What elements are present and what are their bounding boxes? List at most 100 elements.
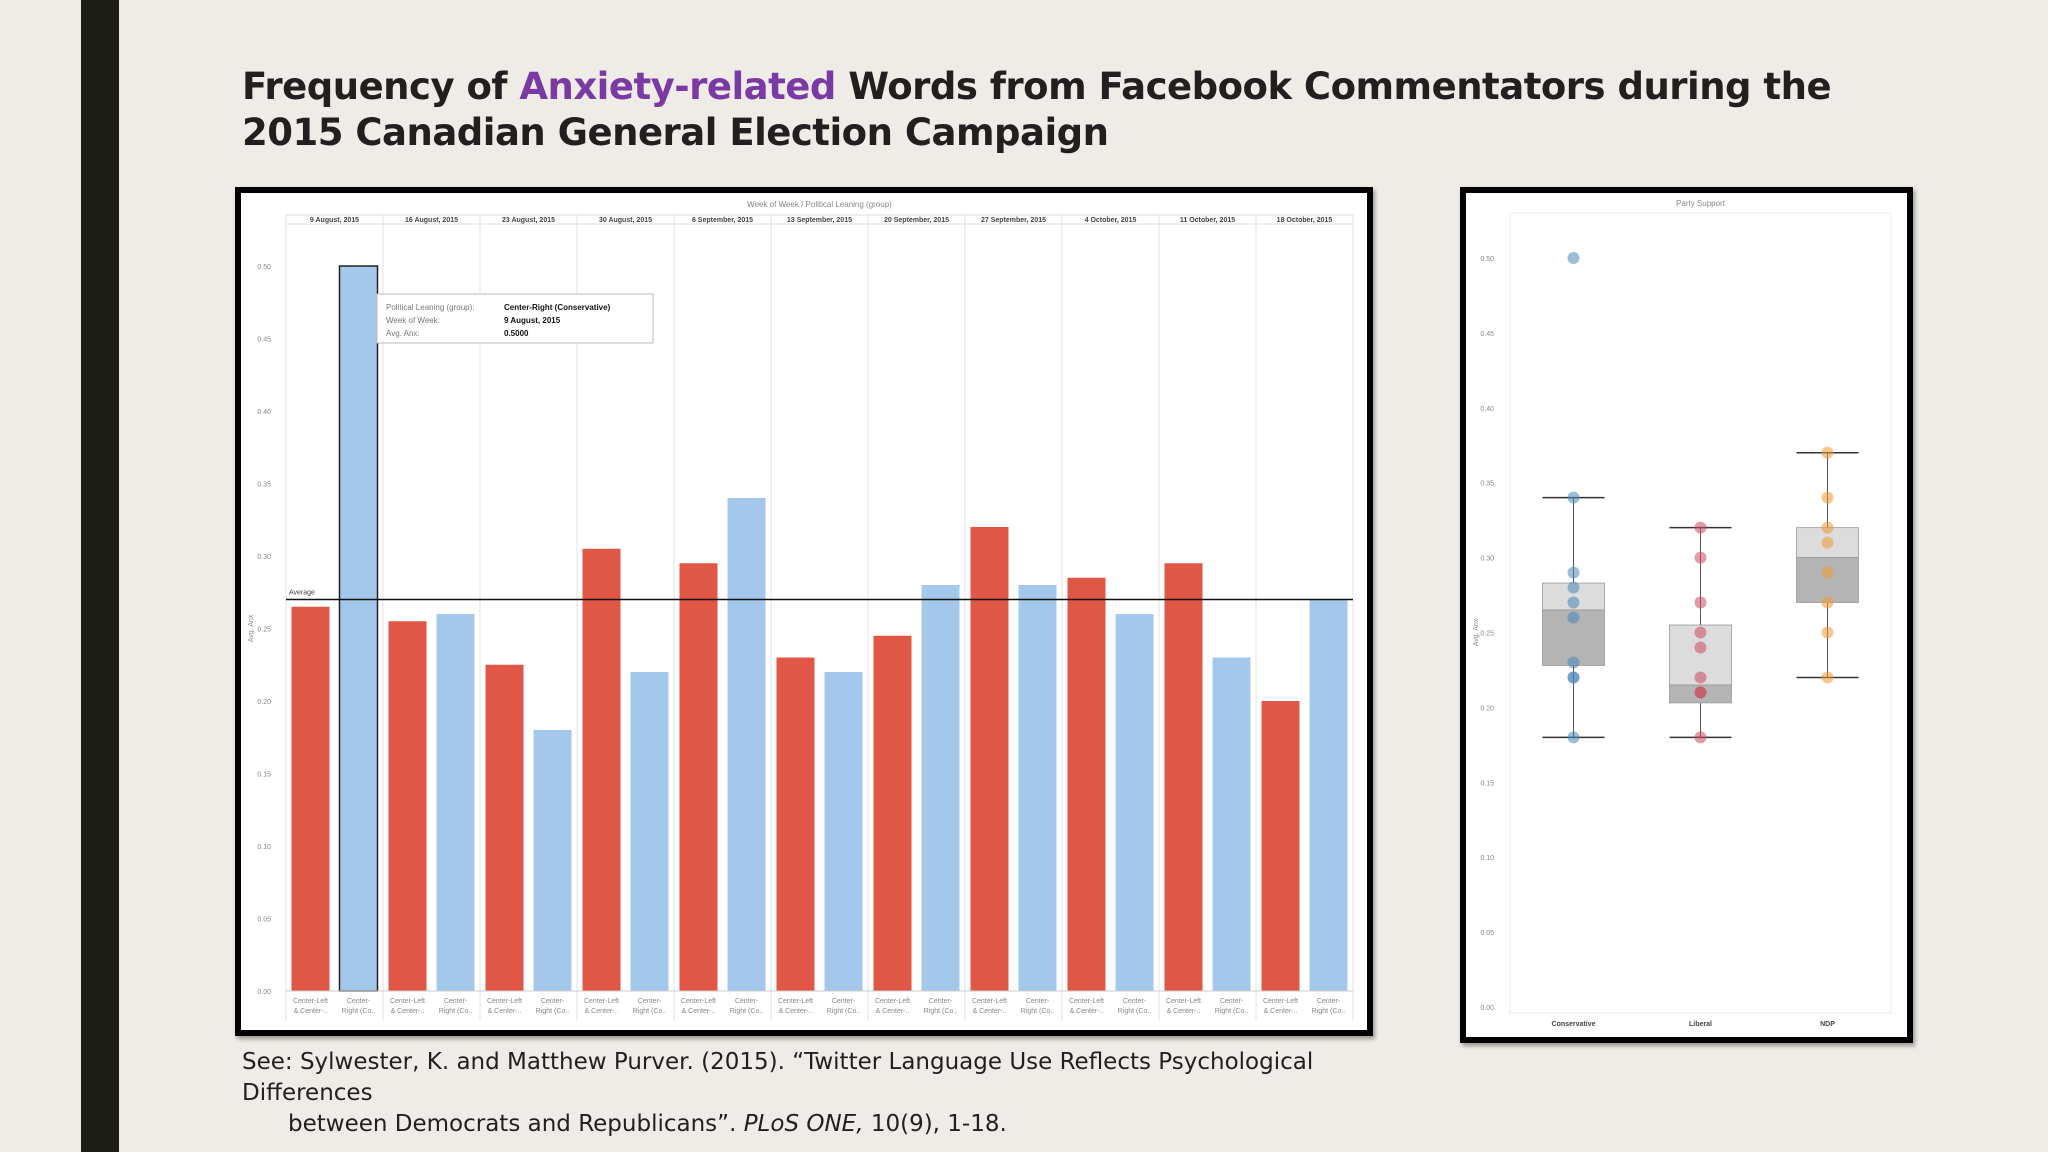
y-tick-label: 0.15: [257, 772, 271, 779]
y-tick-label: 0.45: [1480, 331, 1494, 338]
x-tick-label: Center-Left: [390, 998, 425, 1005]
x-tick-label: Conservative: [1552, 1021, 1596, 1028]
bar: [873, 635, 912, 991]
data-point: [1567, 596, 1580, 609]
x-tick-label: Right (Co..: [1312, 1008, 1346, 1015]
week-header: 11 October, 2015: [1180, 217, 1235, 224]
x-tick-label: Center-: [929, 998, 953, 1005]
bar: [1212, 657, 1251, 991]
week-header: 23 August, 2015: [502, 217, 555, 224]
y-tick-label: 0.30: [257, 554, 271, 561]
bar: [630, 672, 669, 991]
y-tick-label: 0.45: [257, 337, 271, 344]
x-tick-label: Center-Left: [972, 998, 1007, 1005]
box-plot: Party Support 0.00 0.05 0.10 0.15 0.20 0.25 0.3…: [1473, 199, 1892, 1028]
x-tick-label: Right (Co..: [633, 1008, 667, 1015]
data-point: [1821, 596, 1834, 609]
x-tick-label: & Center-..: [973, 1008, 1007, 1015]
bar: [533, 730, 572, 991]
x-tick-label: Right (Co..: [924, 1008, 958, 1015]
x-tick-label: Center-: [1220, 998, 1244, 1005]
week-header: 4 October, 2015: [1085, 217, 1137, 224]
x-tick-label: & Center-..: [1070, 1008, 1104, 1015]
y-tick-label: 0.00: [1480, 1005, 1494, 1012]
x-tick-label: Center-Left: [293, 998, 328, 1005]
tooltip-value: Center-Right (Conservative): [504, 303, 611, 312]
x-tick-label: Right (Co..: [1215, 1008, 1249, 1015]
bar: [1309, 599, 1348, 991]
citation-line-2: between Democrats and Republicans”. PLoS…: [242, 1109, 1442, 1140]
data-point: [1567, 581, 1580, 594]
data-point: [1694, 671, 1707, 684]
data-point: [1567, 491, 1580, 504]
bar: [970, 527, 1009, 991]
x-tick-label: & Center-..: [779, 1008, 813, 1015]
week-header: 6 September, 2015: [692, 217, 753, 224]
data-point: [1694, 686, 1707, 699]
week-header: 13 September, 2015: [787, 217, 852, 224]
x-tick-label: & Center-..: [488, 1008, 522, 1015]
bar: [1115, 614, 1154, 991]
bar-chart: Week of Week / Political Leaning (group)…: [248, 200, 1354, 1021]
data-point: [1821, 536, 1834, 549]
bar: [1164, 563, 1203, 991]
data-point: [1567, 252, 1580, 264]
y-tick-label: 0.10: [257, 844, 271, 851]
week-header: 27 September, 2015: [981, 217, 1046, 224]
data-point: [1821, 521, 1834, 534]
tooltip-key: Week of Week:: [386, 316, 440, 325]
data-point: [1567, 731, 1580, 744]
data-point: [1567, 566, 1580, 579]
data-point: [1694, 521, 1707, 534]
y-tick-label: 0.20: [257, 699, 271, 706]
x-tick-label: & Center-..: [294, 1008, 328, 1015]
data-point: [1567, 611, 1580, 624]
y-tick-label: 0.25: [1480, 631, 1494, 638]
x-tick-label: & Center-..: [1264, 1008, 1298, 1015]
bar: [485, 664, 524, 991]
x-tick-label: Right (Co..: [730, 1008, 764, 1015]
tooltip-key: Political Leaning (group):: [386, 303, 475, 312]
average-label: Average: [289, 590, 315, 597]
tooltip-key: Avg. Anx:: [386, 329, 420, 338]
x-tick-label: Center-Left: [681, 998, 716, 1005]
data-point: [1694, 731, 1707, 744]
citation-journal: PLoS ONE,: [743, 1111, 864, 1137]
citation-line-2-end: 10(9), 1-18.: [863, 1111, 1007, 1137]
y-tick-label: 0.20: [1480, 705, 1494, 712]
title-highlight: Anxiety-related: [519, 65, 836, 108]
data-point: [1694, 551, 1707, 564]
y-tick-label: 0.05: [257, 917, 271, 924]
y-axis-label: Avg. Anx: [248, 614, 255, 642]
data-point: [1694, 641, 1707, 654]
y-tick-label: 0.30: [1480, 556, 1494, 563]
box-plot-panel: Party Support 0.00 0.05 0.10 0.15 0.20 0.25 0.3…: [1460, 187, 1913, 1043]
bar: [582, 548, 621, 991]
citation: See: Sylwester, K. and Matthew Purver. (…: [242, 1047, 1442, 1140]
x-tick-label: & Center-..: [1167, 1008, 1201, 1015]
x-tick-label: Right (Co..: [1118, 1008, 1152, 1015]
y-tick-label: 0.50: [257, 264, 271, 271]
bar: [776, 657, 815, 991]
x-tick-label: Center-: [1123, 998, 1147, 1005]
week-header: 16 August, 2015: [405, 217, 458, 224]
data-point: [1694, 626, 1707, 639]
tooltip-value: 0.5000: [504, 329, 529, 338]
x-tick-label: & Center-..: [585, 1008, 619, 1015]
bar: [436, 614, 475, 991]
y-tick-label: 0.35: [1480, 481, 1494, 488]
data-point: [1821, 626, 1834, 639]
x-tick-label: Center-: [638, 998, 662, 1005]
y-tick-label: 0.05: [1480, 930, 1494, 937]
bar: [388, 621, 427, 991]
x-tick-label: Center-: [1317, 998, 1341, 1005]
y-tick-label: 0.25: [257, 627, 271, 634]
tooltip: Political Leaning (group): Center-Right (…: [376, 293, 654, 344]
x-tick-label: Center-Left: [584, 998, 619, 1005]
bar-chart-panel: Week of Week / Political Leaning (group)…: [235, 187, 1373, 1036]
x-tick-label: Right (Co..: [536, 1008, 570, 1015]
x-tick-label: Center-Left: [487, 998, 522, 1005]
chart-title: Week of Week / Political Leaning (group): [747, 200, 892, 209]
data-point: [1567, 671, 1580, 684]
bar: [338, 265, 379, 992]
